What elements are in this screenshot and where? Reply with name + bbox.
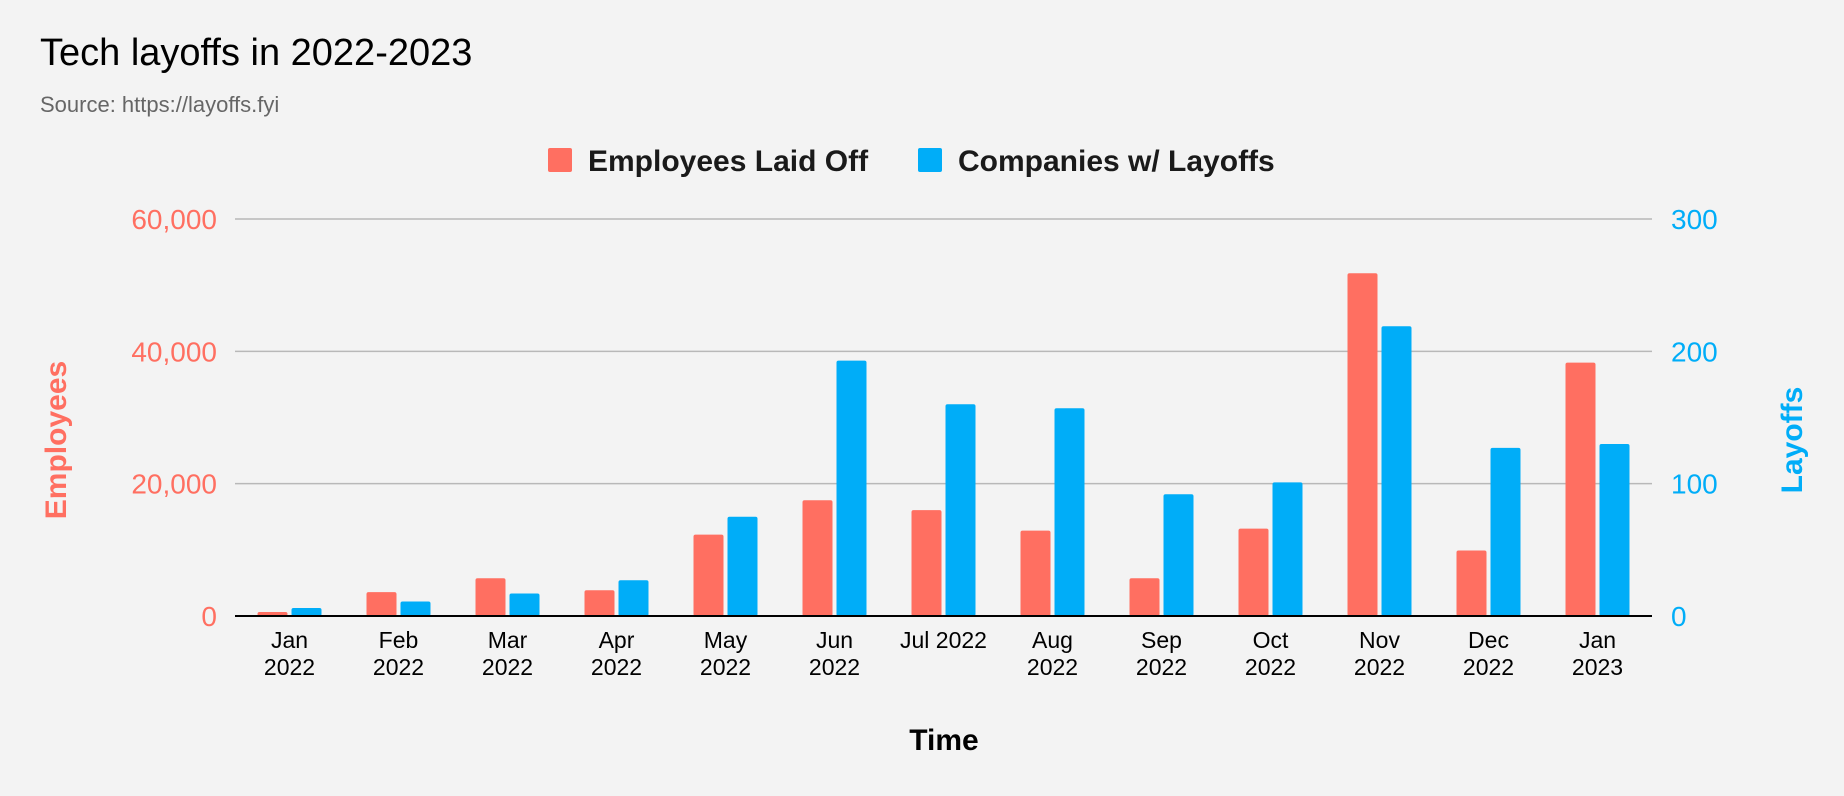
x-tick-label-line: Apr	[599, 627, 635, 653]
x-tick-label: Feb 2022	[373, 627, 424, 680]
bar-companies-with-layoffs	[618, 580, 649, 616]
x-tick-label-line: Jun	[816, 627, 853, 653]
x-tick-label-line: Sep	[1141, 627, 1182, 653]
bar-companies-with-layoffs	[1163, 494, 1194, 616]
x-tick-label: Jan 2022	[264, 627, 315, 680]
bar-employees-laid-off	[1456, 550, 1487, 616]
x-tick-label-line: 2022	[264, 654, 315, 680]
bar-companies-with-layoffs	[291, 608, 322, 616]
gridlines	[235, 218, 1652, 485]
x-tick-label: May 2022	[700, 627, 751, 680]
bar-employees-laid-off	[1129, 578, 1160, 616]
legend-swatch-companies	[918, 148, 942, 172]
bar-employees-laid-off	[693, 534, 724, 616]
x-tick-label: Aug 2022	[1027, 627, 1078, 680]
x-tick-label-line: Jul 2022	[900, 627, 987, 653]
bar-employees-laid-off	[475, 578, 506, 616]
y-left-tick-label: 20,000	[131, 469, 217, 500]
bar-companies-with-layoffs	[945, 404, 976, 616]
chart-subtitle: Source: https://layoffs.fyi	[40, 92, 280, 117]
bar-companies-with-layoffs	[836, 360, 867, 616]
bar-employees-laid-off	[802, 500, 833, 616]
y-axis-right-title: Layoffs	[1776, 387, 1809, 494]
bar-companies-with-layoffs	[1272, 482, 1303, 616]
legend-label-companies: Companies w/ Layoffs	[958, 145, 1275, 178]
x-tick-label-line: 2022	[1354, 654, 1405, 680]
x-tick-label-line: 2022	[700, 654, 751, 680]
bar-companies-with-layoffs	[400, 601, 431, 616]
x-tick-label: Nov 2022	[1354, 627, 1405, 680]
x-tick-label-line: 2022	[809, 654, 860, 680]
x-tick-label-line: Nov	[1359, 627, 1400, 653]
x-tick-label-line: Feb	[379, 627, 419, 653]
legend-swatch-employees	[548, 148, 572, 172]
x-tick-label: Sep 2022	[1136, 627, 1187, 680]
x-tick-label: Oct 2022	[1245, 627, 1296, 680]
x-tick-label-line: Jan	[271, 627, 308, 653]
bar-companies-with-layoffs	[1599, 443, 1630, 616]
x-tick-label-line: 2022	[591, 654, 642, 680]
x-tick-label: Jan 2023	[1572, 627, 1623, 680]
bar-companies-with-layoffs	[1490, 447, 1521, 616]
y-right-tick-label: 300	[1671, 204, 1718, 235]
y-axis-left-title: Employees	[40, 361, 73, 519]
x-tick-label-line: 2022	[482, 654, 533, 680]
bar-employees-laid-off	[584, 590, 615, 616]
bar-employees-laid-off	[366, 592, 397, 616]
x-tick-label-line: Aug	[1032, 627, 1073, 653]
bar-companies-with-layoffs	[1381, 326, 1412, 616]
x-axis-title: Time	[909, 724, 978, 757]
legend: Employees Laid Off Companies w/ Layoffs	[548, 145, 1275, 178]
x-tick-label-line: Jan	[1579, 627, 1616, 653]
bar-employees-laid-off	[1565, 362, 1596, 616]
x-tick-label: Jul 2022	[900, 627, 987, 653]
bars	[257, 273, 1630, 616]
bar-companies-with-layoffs	[509, 593, 540, 616]
y-left-tick-label: 40,000	[131, 336, 217, 367]
y-left-tick-label: 0	[201, 601, 217, 632]
y-left-tick-label: 60,000	[131, 204, 217, 235]
y-right-tick-label: 100	[1671, 469, 1718, 500]
x-tick-label-line: 2022	[1136, 654, 1187, 680]
x-tick-label-line: Oct	[1253, 627, 1289, 653]
bar-companies-with-layoffs	[1054, 408, 1085, 616]
x-tick-label-line: 2022	[373, 654, 424, 680]
bar-employees-laid-off	[1020, 530, 1051, 616]
x-tick-label: Mar 2022	[482, 627, 533, 680]
bar-companies-with-layoffs	[727, 516, 758, 616]
x-tick-label: Apr 2022	[591, 627, 642, 680]
bar-employees-laid-off	[1347, 273, 1378, 616]
legend-label-employees: Employees Laid Off	[588, 145, 869, 178]
y-right-tick-label: 0	[1671, 601, 1687, 632]
bar-employees-laid-off	[1238, 528, 1269, 616]
bar-employees-laid-off	[911, 510, 942, 616]
x-tick-label-line: 2022	[1245, 654, 1296, 680]
y-right-tick-label: 200	[1671, 336, 1718, 367]
x-tick-label-line: May	[704, 627, 748, 653]
x-tick-label: Jun 2022	[809, 627, 860, 680]
x-tick-label-line: Mar	[488, 627, 528, 653]
x-tick-label-line: 2022	[1027, 654, 1078, 680]
x-tick-label-line: 2022	[1463, 654, 1514, 680]
x-tick-label-line: Dec	[1468, 627, 1509, 653]
x-tick-label-line: 2023	[1572, 654, 1623, 680]
chart-title: Tech layoffs in 2022-2023	[40, 32, 473, 74]
x-tick-label: Dec 2022	[1463, 627, 1514, 680]
